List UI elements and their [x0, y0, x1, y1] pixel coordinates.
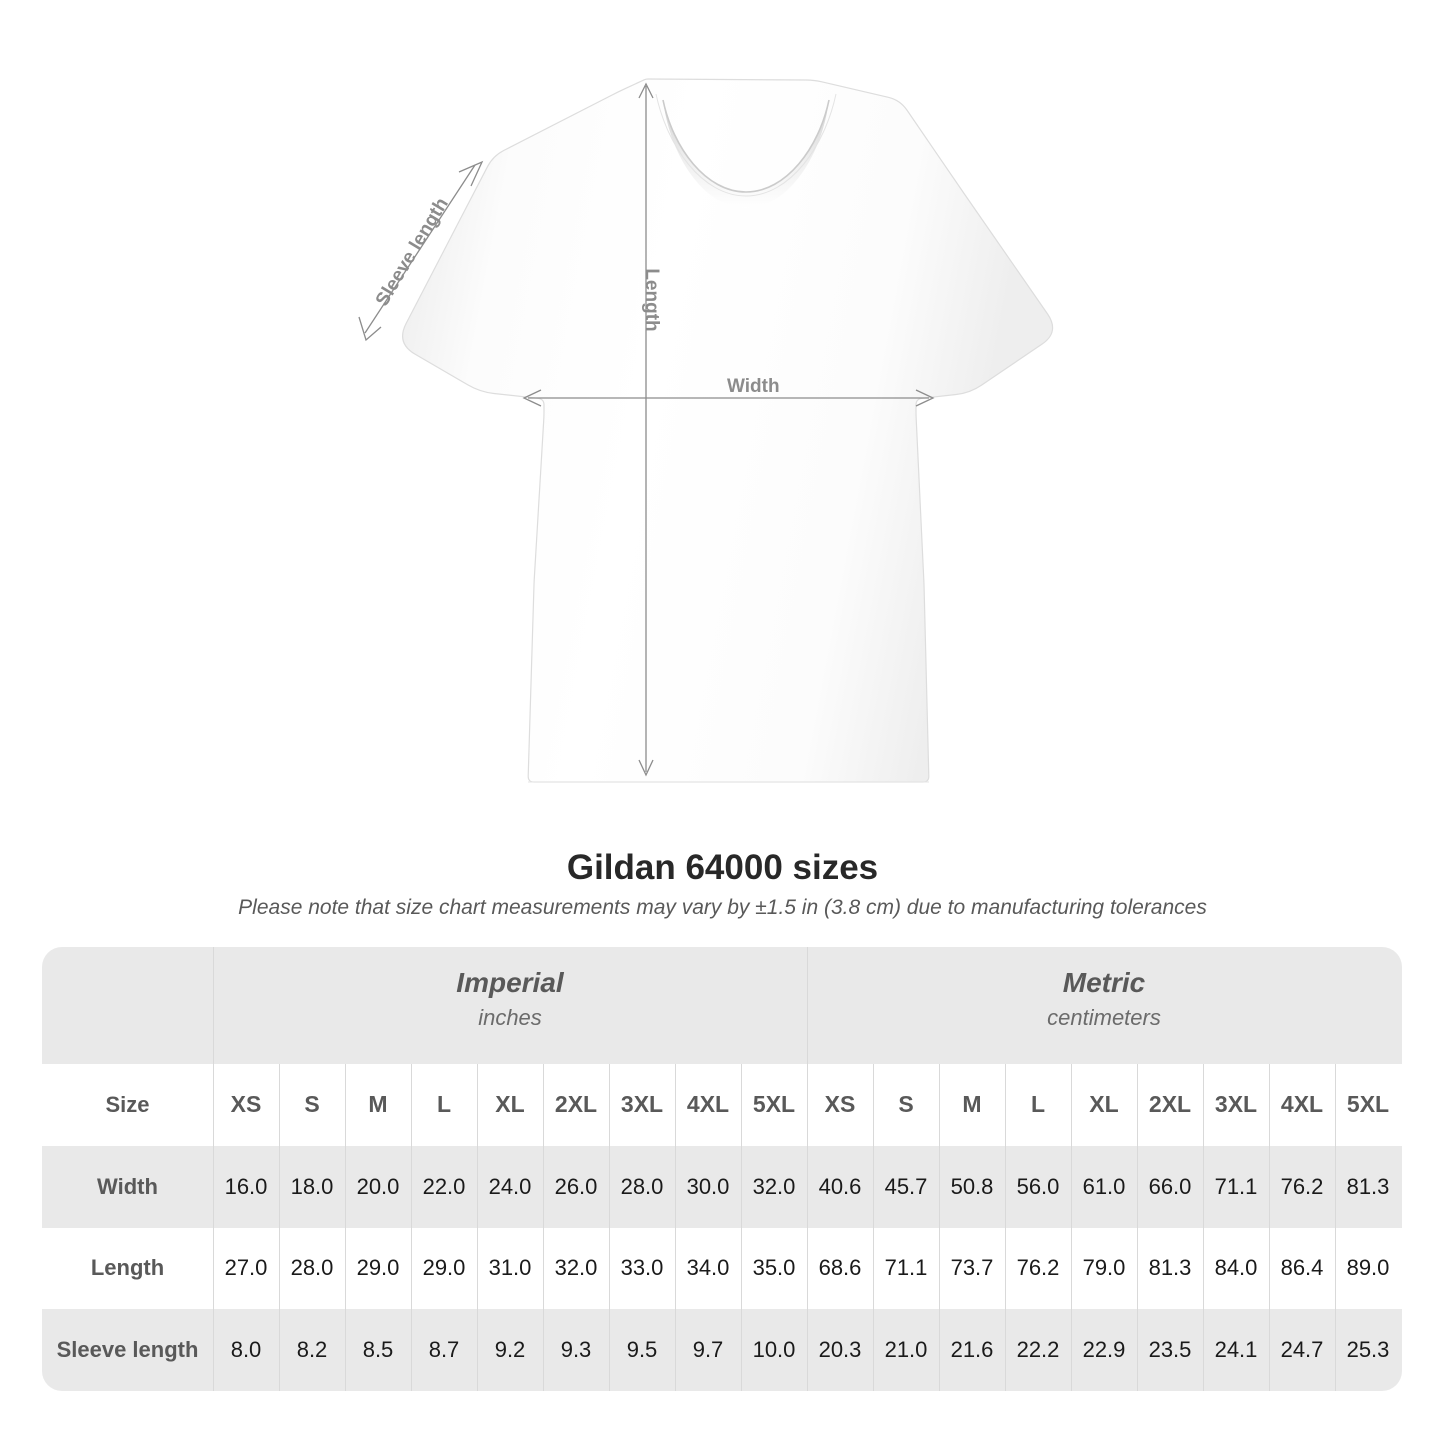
svg-text:Width: Width: [727, 376, 780, 397]
svg-text:Length: Length: [641, 268, 662, 331]
